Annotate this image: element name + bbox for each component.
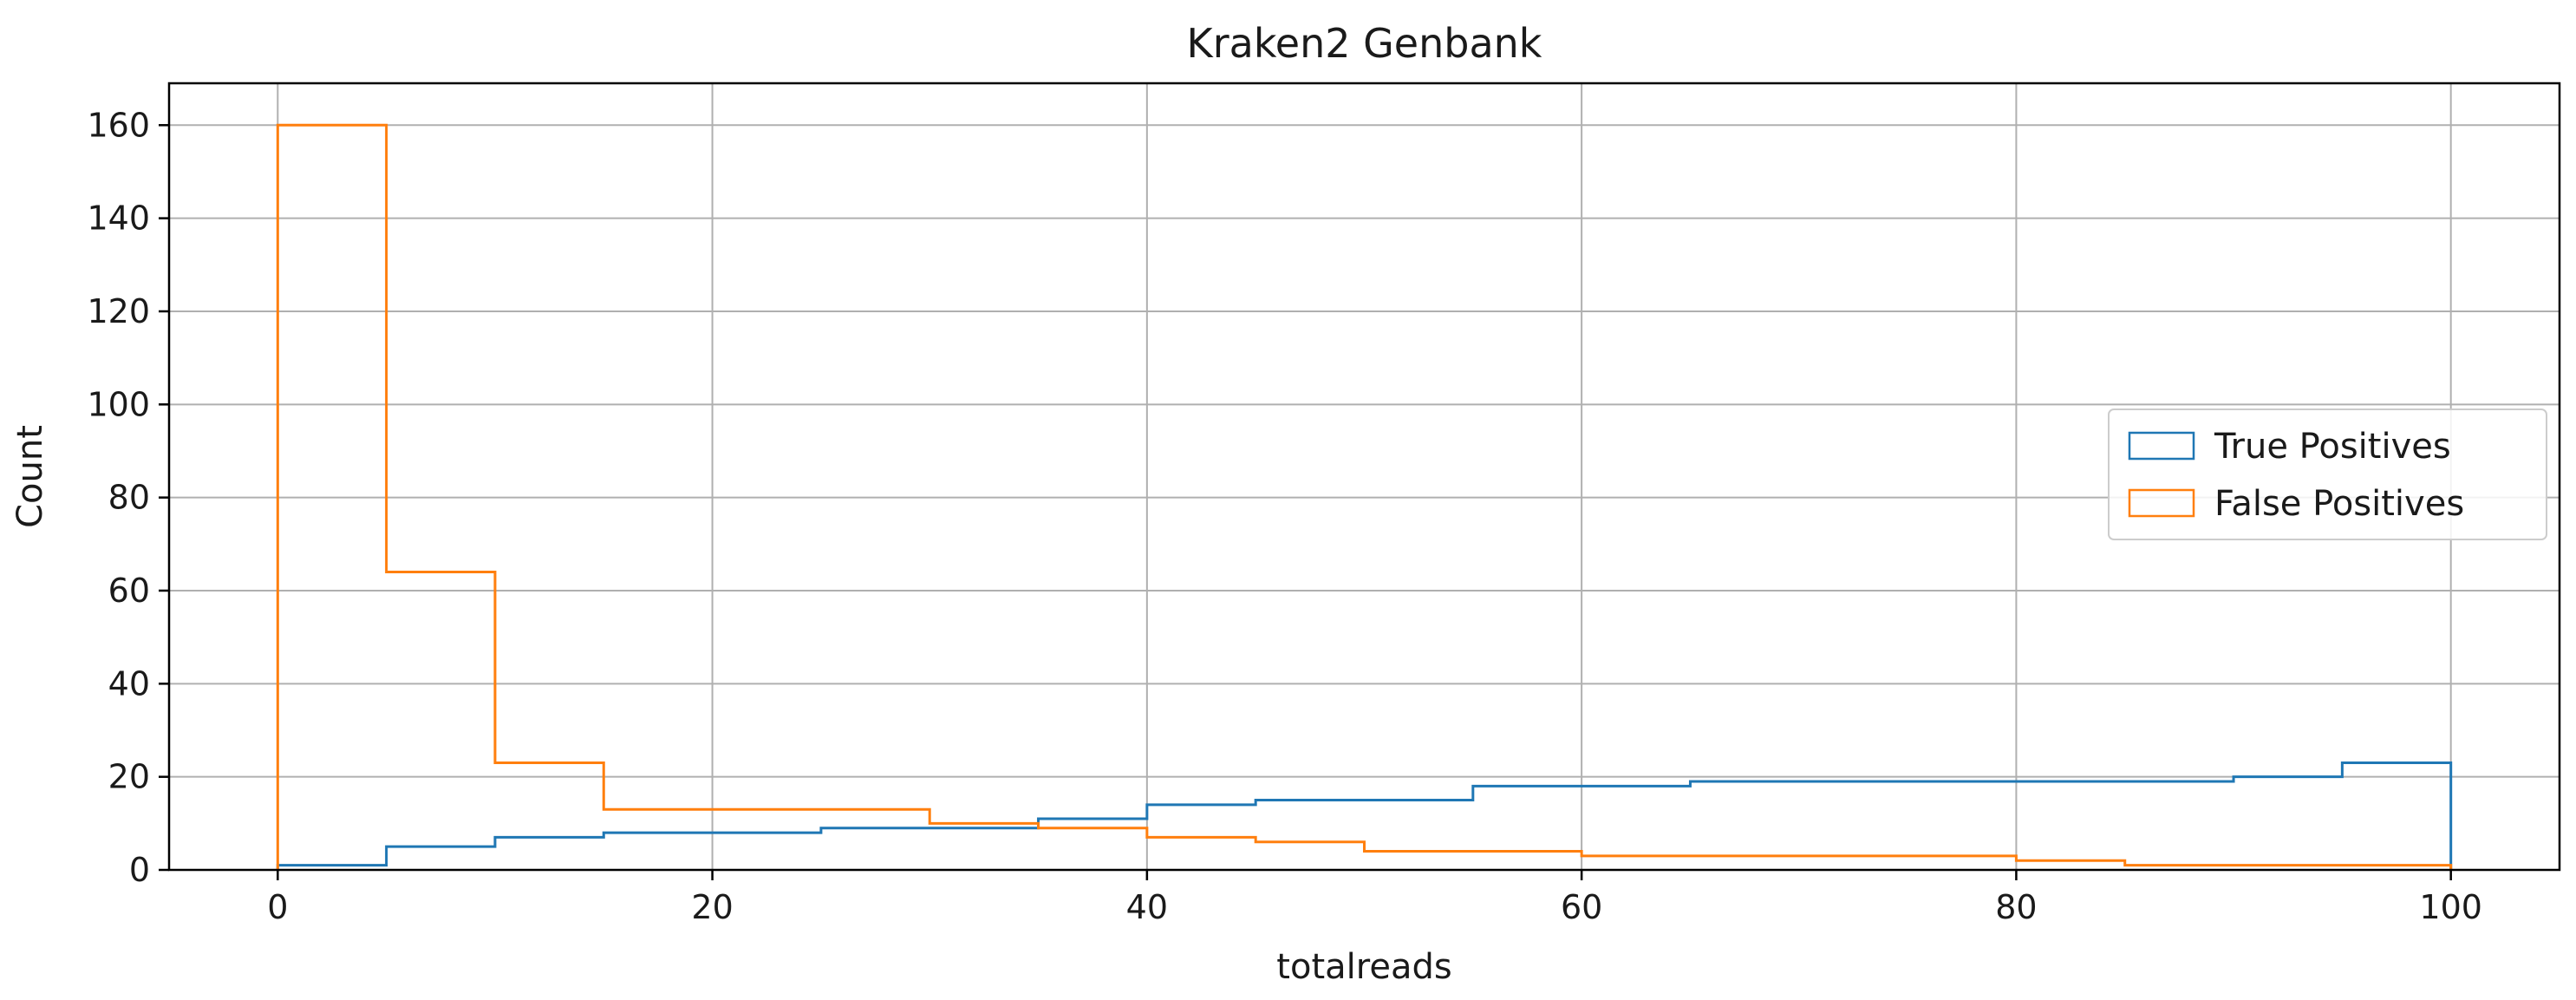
y-tick-label: 0 (129, 851, 150, 889)
legend-label-false-positives: False Positives (2214, 484, 2464, 524)
plot-area-frame (167, 82, 2561, 872)
legend-box (2108, 408, 2547, 540)
y-tick-label: 100 (87, 385, 150, 423)
histogram-series-true-positives (276, 761, 2453, 870)
x-tick-label: 60 (1561, 888, 1602, 926)
legend-swatch-true-positives (2128, 431, 2195, 461)
histogram-series-false-positives (276, 123, 2453, 870)
y-axis-title: Count (10, 425, 50, 528)
x-tick-label: 100 (2419, 888, 2482, 926)
x-tick-label: 80 (1995, 888, 2037, 926)
legend-swatch-false-positives (2128, 488, 2195, 518)
legend-label-true-positives: True Positives (2214, 427, 2451, 467)
y-tick-label: 20 (108, 758, 150, 796)
axis-ticks: 0 20 40 60 80 100 0 20 40 60 80 100 120 140 160 (87, 106, 2481, 926)
x-tick-label: 20 (691, 888, 733, 926)
y-tick-label: 140 (87, 199, 150, 238)
x-tick-label: 0 (267, 888, 288, 926)
x-tick-label: 40 (1126, 888, 1168, 926)
legend: True Positives False Positives (2108, 408, 2547, 540)
y-tick-label: 160 (87, 106, 150, 144)
x-axis-title: totalreads (1276, 947, 1451, 987)
y-tick-label: 40 (108, 664, 150, 703)
y-tick-label: 120 (87, 292, 150, 330)
y-tick-label: 80 (108, 479, 150, 517)
grid-lines (169, 83, 2560, 871)
y-tick-label: 60 (108, 572, 150, 610)
series-layer (276, 123, 2453, 870)
chart-title: Kraken2 Genbank (1187, 20, 1542, 67)
